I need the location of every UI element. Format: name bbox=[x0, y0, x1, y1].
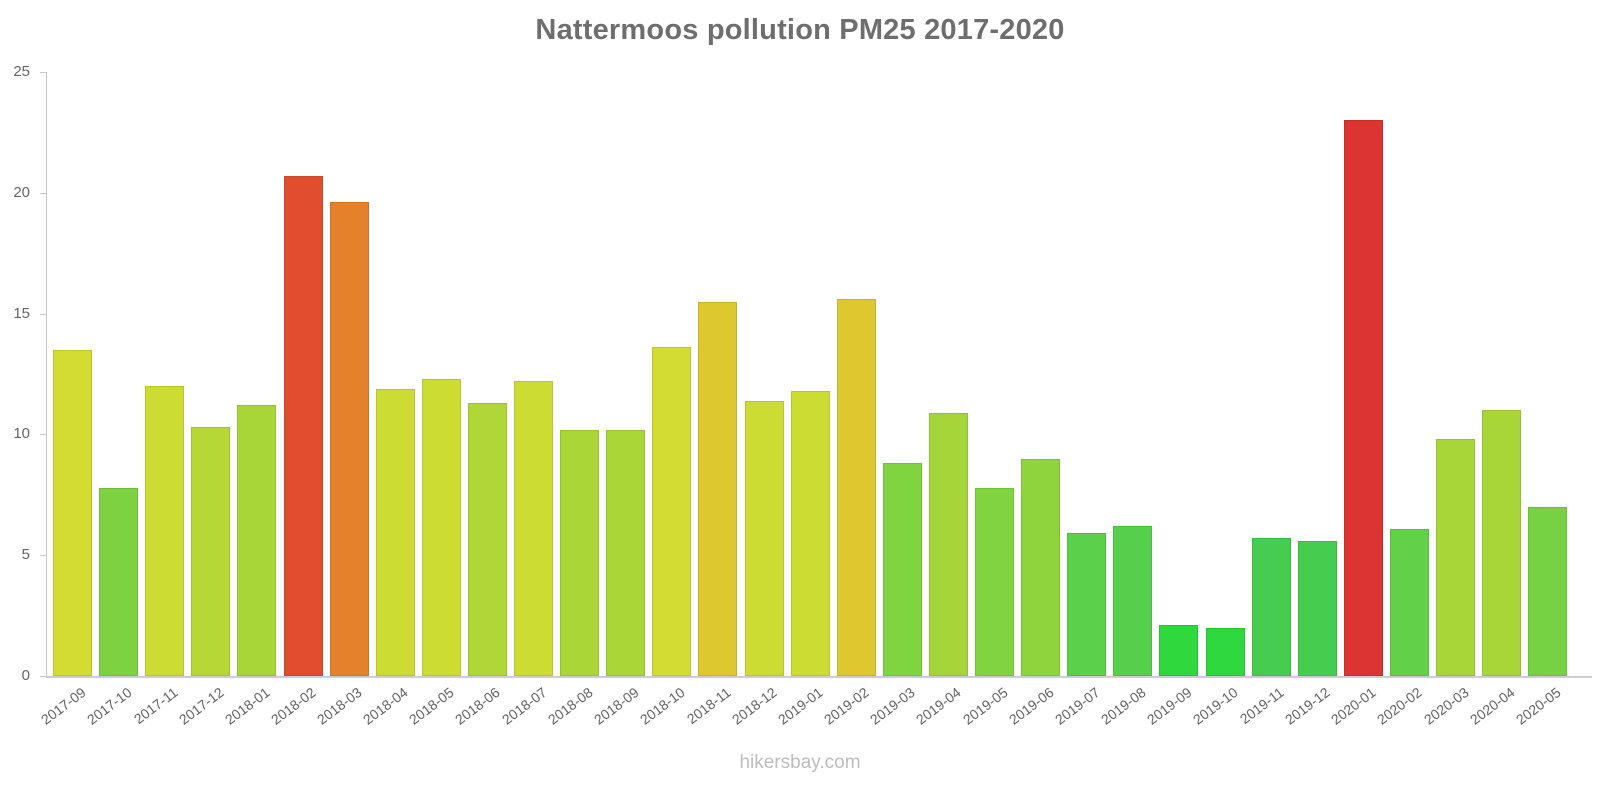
bar-2017-09[interactable] bbox=[53, 349, 92, 676]
y-tick-mark-10 bbox=[40, 434, 46, 436]
y-axis-line bbox=[46, 72, 47, 676]
watermark-label: hikersbay.com bbox=[739, 752, 861, 773]
bar-2019-01[interactable] bbox=[790, 390, 830, 676]
bar-2018-03[interactable] bbox=[329, 202, 369, 676]
bar-2018-04[interactable] bbox=[375, 388, 415, 676]
plot-area: 0 5 10 15 20 25 bbox=[13, 64, 1592, 683]
y-tick-label-20: 20 bbox=[13, 183, 30, 201]
bar-2019-06[interactable] bbox=[1021, 458, 1061, 676]
bar-2020-02[interactable] bbox=[1389, 528, 1429, 676]
bar-2020-01[interactable] bbox=[1343, 120, 1383, 676]
bar-2018-09[interactable] bbox=[606, 429, 646, 676]
bar-2019-12[interactable] bbox=[1297, 540, 1337, 676]
bar-2017-12[interactable] bbox=[191, 427, 231, 676]
chart-title: Nattermoos pollution PM25 2017-2020 bbox=[535, 14, 1065, 46]
bar-2019-03[interactable] bbox=[882, 463, 922, 676]
bar-2018-05[interactable] bbox=[421, 378, 461, 676]
y-tick-mark-0 bbox=[40, 676, 46, 677]
bar-2018-10[interactable] bbox=[652, 347, 692, 676]
bar-2019-11[interactable] bbox=[1251, 538, 1291, 676]
y-tick-mark-5 bbox=[40, 555, 46, 557]
bar-2018-08[interactable] bbox=[560, 429, 600, 676]
bar-2018-11[interactable] bbox=[698, 301, 738, 676]
x-axis-line bbox=[46, 676, 1592, 678]
y-tick-mark-15 bbox=[40, 313, 46, 315]
bar-2020-03[interactable] bbox=[1436, 439, 1475, 676]
bar-2020-05[interactable] bbox=[1528, 506, 1568, 676]
bar-2018-12[interactable] bbox=[744, 400, 784, 676]
y-tick-label-0: 0 bbox=[21, 667, 30, 684]
bar-2019-09[interactable] bbox=[1159, 625, 1199, 676]
bar-2019-10[interactable] bbox=[1205, 627, 1245, 676]
bar-2018-06[interactable] bbox=[467, 403, 507, 676]
y-tick-label-15: 15 bbox=[13, 304, 30, 322]
bars-layer bbox=[46, 72, 1592, 676]
y-tick-mark-25 bbox=[40, 72, 46, 73]
bar-2017-11[interactable] bbox=[145, 386, 185, 676]
bar-2019-04[interactable] bbox=[928, 412, 968, 676]
y-tick-mark-20 bbox=[40, 192, 46, 194]
bar-2019-05[interactable] bbox=[975, 487, 1014, 676]
y-tick-label-10: 10 bbox=[13, 425, 30, 443]
bar-2019-08[interactable] bbox=[1113, 526, 1153, 676]
y-tick-label-5: 5 bbox=[21, 546, 30, 564]
bar-2017-10[interactable] bbox=[99, 487, 139, 676]
y-tick-label-25: 25 bbox=[13, 63, 30, 80]
bar-2020-04[interactable] bbox=[1482, 410, 1522, 676]
bar-2018-01[interactable] bbox=[237, 405, 277, 676]
bar-2018-02[interactable] bbox=[283, 175, 323, 676]
bar-2018-07[interactable] bbox=[514, 381, 553, 676]
bar-2019-02[interactable] bbox=[836, 299, 876, 676]
bar-2019-07[interactable] bbox=[1067, 533, 1107, 676]
